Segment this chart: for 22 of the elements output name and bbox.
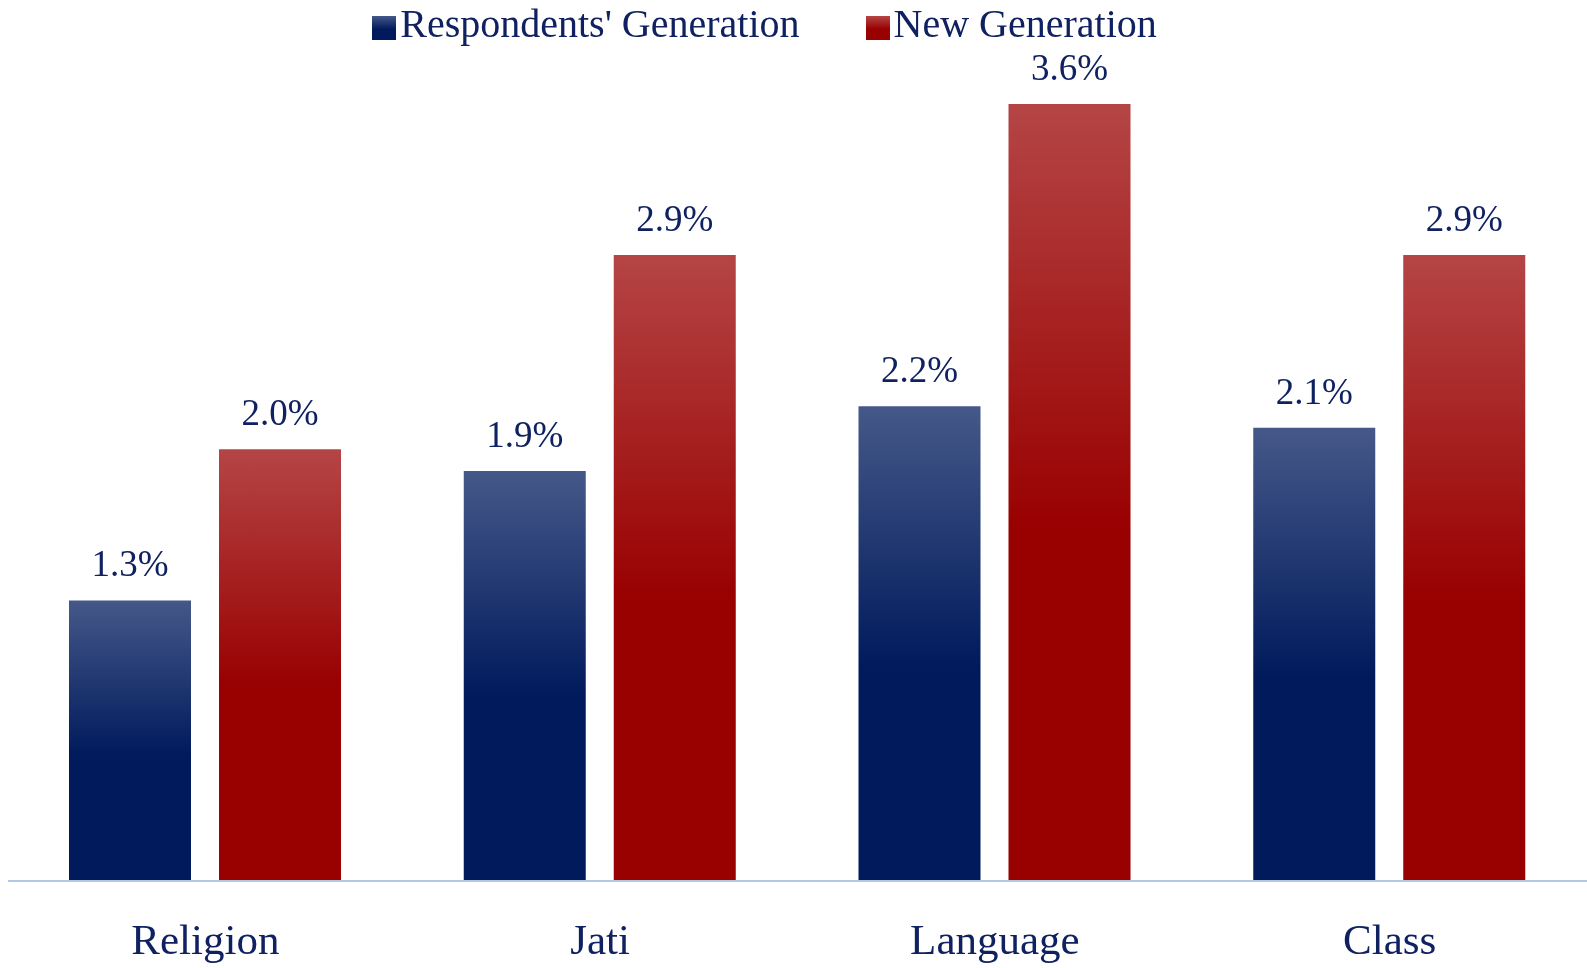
bar: [1403, 255, 1526, 881]
x-tick-label: Religion: [131, 915, 280, 963]
data-label: 3.6%: [1030, 47, 1109, 88]
bar: [613, 255, 736, 881]
bar: [1253, 427, 1376, 881]
data-label: 2.9%: [1425, 198, 1503, 240]
x-tick-label: Class: [1343, 915, 1437, 963]
bar: [858, 406, 981, 881]
legend-label: Respondents' Generation: [400, 1, 800, 46]
data-label: 1.9%: [486, 413, 564, 455]
bar: [1008, 104, 1131, 881]
data-label: 2.2%: [880, 349, 959, 391]
legend-label: New Generation: [893, 1, 1157, 46]
data-label: 1.3%: [91, 543, 169, 585]
data-label: 2.1%: [1275, 370, 1353, 412]
data-label: 2.9%: [636, 198, 714, 240]
data-label: 2.0%: [241, 392, 319, 434]
bar: [219, 449, 341, 881]
x-tick-label: Language: [910, 915, 1080, 963]
bar: [463, 470, 586, 881]
x-tick-label: Jati: [570, 915, 631, 963]
bar: [69, 600, 191, 881]
